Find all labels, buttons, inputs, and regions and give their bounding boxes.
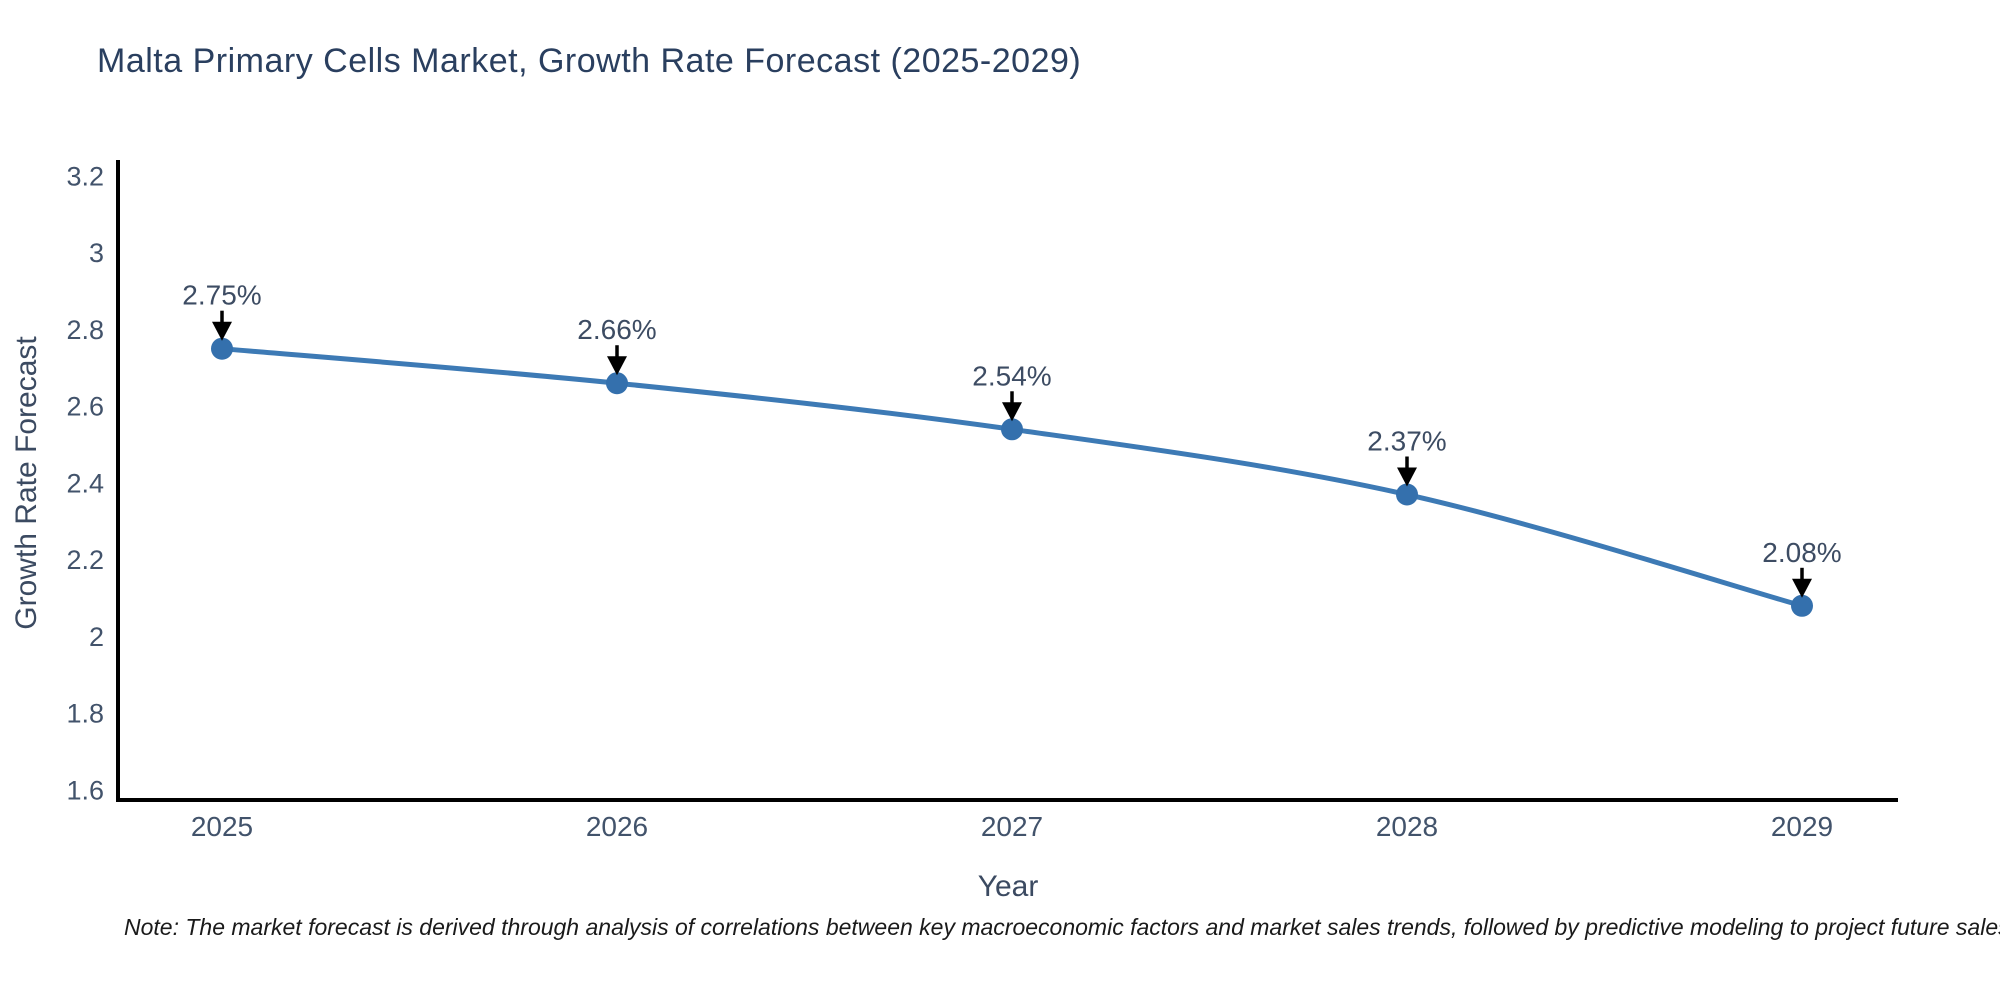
footnote: Note: The market forecast is derived thr… — [124, 914, 2000, 940]
point-annotation-label: 2.08% — [1762, 537, 1841, 568]
y-tick-label: 1.6 — [66, 775, 104, 805]
data-point-marker — [1001, 418, 1023, 441]
x-tick-label: 2027 — [981, 811, 1043, 842]
y-tick-label: 3 — [89, 238, 104, 268]
y-axis-title: Growth Rate Forecast — [10, 336, 43, 630]
data-point-marker — [211, 337, 233, 360]
point-annotation-label: 2.54% — [972, 360, 1051, 391]
annotation-arrowhead — [1792, 578, 1812, 598]
y-tick-label: 2.2 — [66, 545, 104, 575]
y-tick-label: 2.4 — [66, 468, 104, 498]
chart-title: Malta Primary Cells Market, Growth Rate … — [97, 42, 1082, 80]
x-tick-label: 2025 — [191, 811, 253, 842]
data-point-marker — [1791, 594, 1813, 617]
point-annotation-label: 2.75% — [182, 280, 261, 311]
x-tick-label: 2026 — [586, 811, 648, 842]
data-point-marker — [606, 372, 628, 395]
y-tick-label: 2 — [89, 622, 104, 652]
data-point-marker — [1396, 483, 1418, 506]
axes-spines — [116, 160, 1898, 802]
point-annotation-label: 2.37% — [1367, 426, 1446, 457]
annotation-arrowhead — [212, 321, 232, 341]
annotation-arrowhead — [1002, 402, 1022, 422]
y-tick-label: 2.8 — [66, 315, 104, 345]
point-annotation-label: 2.66% — [577, 314, 656, 345]
x-axis-title: Year — [978, 870, 1039, 903]
x-tick-label: 2028 — [1376, 811, 1438, 842]
annotation-arrowhead — [1397, 467, 1417, 487]
y-tick-label: 2.6 — [66, 392, 104, 422]
annotation-arrowhead — [607, 356, 627, 376]
y-tick-label: 3.2 — [66, 161, 104, 191]
y-tick-label: 1.8 — [66, 699, 104, 729]
x-tick-label: 2029 — [1771, 811, 1833, 842]
